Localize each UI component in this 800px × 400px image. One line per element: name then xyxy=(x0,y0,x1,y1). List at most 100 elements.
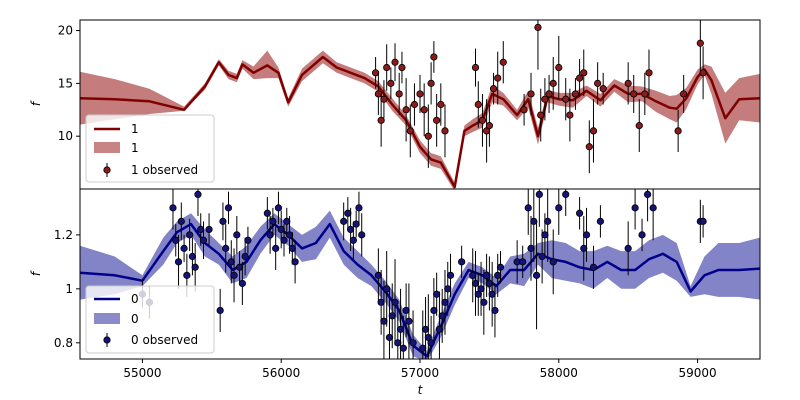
observed-point xyxy=(409,339,417,347)
observed-point xyxy=(594,79,602,87)
observed-point xyxy=(388,312,396,320)
observed-point xyxy=(596,217,605,225)
observed-point xyxy=(599,85,607,93)
observed-point xyxy=(230,271,238,279)
observed-point xyxy=(435,325,444,333)
observed-point xyxy=(549,258,557,266)
observed-point xyxy=(396,325,405,333)
observed-point xyxy=(391,58,399,66)
series-band-0 xyxy=(80,210,760,359)
observed-point xyxy=(387,79,395,87)
observed-point xyxy=(441,127,449,135)
x-tick-label: 57000 xyxy=(401,366,439,380)
observed-point xyxy=(233,231,241,239)
observed-point xyxy=(485,279,493,288)
observed-point xyxy=(649,204,657,212)
observed-point xyxy=(549,79,557,87)
observed-point xyxy=(344,209,352,217)
observed-point xyxy=(421,325,430,333)
legend-bottom: 0 0 0 observed xyxy=(85,285,215,354)
observed-point xyxy=(441,298,449,306)
observed-point xyxy=(235,263,244,271)
observed-point xyxy=(291,258,299,266)
observed-point xyxy=(285,231,294,239)
y-tick-label: 20 xyxy=(58,24,73,38)
y-axis-label-bottom: f xyxy=(29,270,43,276)
observed-point xyxy=(180,244,188,252)
observed-point xyxy=(580,69,588,77)
observed-point xyxy=(638,231,646,239)
observed-point xyxy=(537,111,545,119)
observed-point xyxy=(402,306,410,315)
observed-point xyxy=(416,90,424,98)
observed-point xyxy=(555,204,563,212)
observed-point xyxy=(385,333,394,342)
observed-point xyxy=(280,236,288,244)
observed-point xyxy=(478,116,487,124)
observed-point xyxy=(374,271,382,279)
observed-point xyxy=(541,231,549,239)
x-tick-label: 59000 xyxy=(678,366,716,380)
observed-point xyxy=(571,90,580,98)
observed-point xyxy=(474,100,482,109)
legend-line-label-bottom: 0 xyxy=(131,292,139,306)
observed-point xyxy=(520,106,528,114)
observed-point xyxy=(172,236,180,244)
observed-point xyxy=(266,231,274,239)
observed-point xyxy=(424,132,432,140)
observed-point xyxy=(485,122,493,130)
observed-point xyxy=(355,204,363,212)
observed-point xyxy=(532,271,541,279)
legend-box-bottom xyxy=(85,285,215,354)
observed-point xyxy=(544,217,552,225)
observed-point xyxy=(496,263,505,271)
observed-point xyxy=(398,63,406,72)
x-ticks-bottom: 55000 56000 57000 58000 59000 xyxy=(123,359,717,380)
observed-point xyxy=(534,23,542,31)
observed-point xyxy=(383,63,391,72)
x-tick-label: 56000 xyxy=(262,366,300,380)
x-tick-label: 55000 xyxy=(123,366,161,380)
observed-point xyxy=(197,225,205,234)
observed-point xyxy=(446,271,455,279)
observed-point xyxy=(562,190,570,198)
observed-point xyxy=(469,271,477,279)
observed-point xyxy=(241,252,249,261)
y-tick-label: 10 xyxy=(58,129,73,143)
observed-point xyxy=(480,298,488,306)
observed-point xyxy=(186,231,194,239)
plot-area-bottom xyxy=(80,189,760,359)
observed-point xyxy=(224,204,233,212)
observed-point xyxy=(374,90,382,98)
observed-point xyxy=(377,116,385,124)
legend-observed-label-bottom: 0 observed xyxy=(131,333,198,347)
y-axis-label-top: f xyxy=(29,100,43,106)
observed-point xyxy=(263,209,271,217)
observed-point xyxy=(471,63,480,72)
observed-point xyxy=(438,312,446,320)
observed-point xyxy=(674,127,682,135)
observed-point xyxy=(575,74,584,82)
observed-point xyxy=(219,217,227,225)
legend-band-label-top: 1 xyxy=(131,141,139,155)
observed-point xyxy=(437,100,445,109)
observed-point xyxy=(188,252,197,261)
observed-point xyxy=(643,190,652,198)
observed-point xyxy=(283,217,291,225)
observed-point xyxy=(562,95,570,103)
observed-point xyxy=(631,204,639,212)
observed-point xyxy=(680,90,688,98)
observed-point xyxy=(406,127,414,135)
observed-point xyxy=(272,244,280,252)
observed-point xyxy=(410,100,419,109)
y-tick-label: 15 xyxy=(58,76,73,90)
observed-point xyxy=(494,74,502,82)
y-tick-label: 1.2 xyxy=(54,228,73,242)
observed-point xyxy=(635,122,643,130)
observed-point xyxy=(377,298,385,306)
observed-point xyxy=(433,290,441,298)
observed-point xyxy=(340,217,348,225)
observed-point xyxy=(383,285,391,293)
observed-point xyxy=(645,69,653,77)
observed-point xyxy=(477,285,485,293)
